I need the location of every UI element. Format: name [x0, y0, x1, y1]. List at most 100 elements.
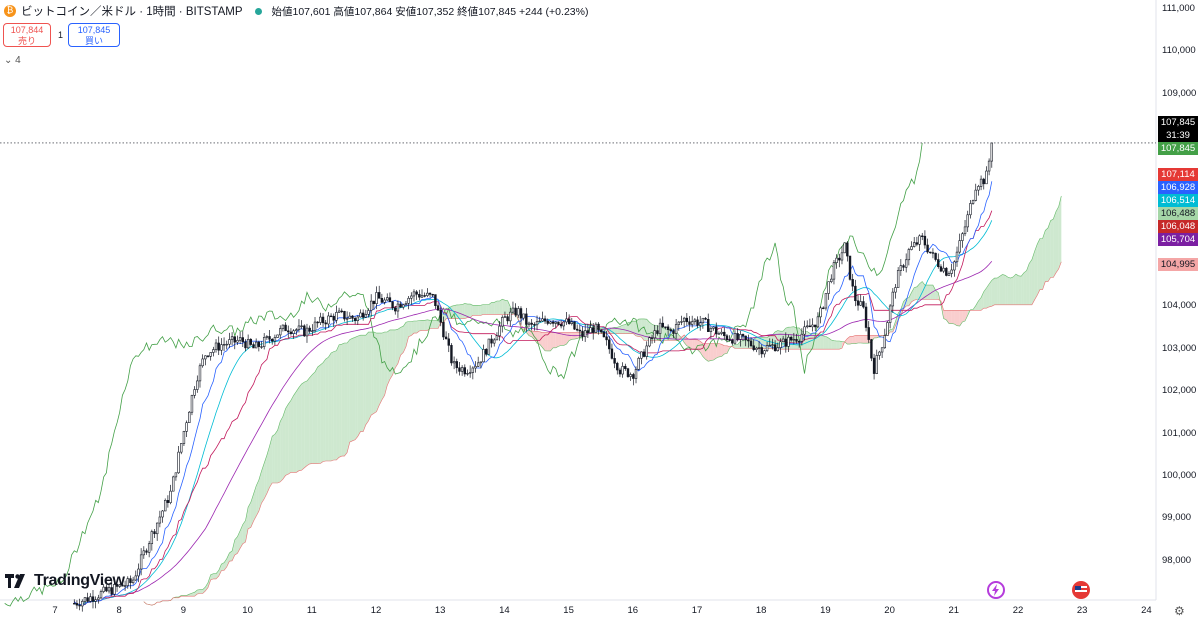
- candle-body: [214, 342, 218, 350]
- ichimoku-cloud-segment: [989, 280, 992, 307]
- ichimoku-cloud-segment: [943, 310, 947, 320]
- candle-body: [931, 252, 935, 254]
- ichimoku-cloud-segment: [1039, 238, 1043, 290]
- ichimoku-cloud-segment: [1023, 270, 1027, 305]
- ichimoku-cloud-segment: [486, 304, 489, 315]
- candle-body: [685, 317, 689, 323]
- candle-body: [969, 203, 972, 216]
- candle-body: [602, 331, 606, 338]
- candle-body: [485, 349, 488, 355]
- ichimoku-cloud-segment: [890, 328, 893, 333]
- candle-body: [447, 338, 450, 346]
- sell-button[interactable]: 107,844 売り: [3, 23, 51, 47]
- ichimoku-cloud-segment: [825, 336, 829, 350]
- ichimoku-cloud-segment: [692, 339, 695, 350]
- us-economic-event-icon[interactable]: [1072, 581, 1090, 599]
- candle-body: [471, 367, 475, 373]
- candle-body: [731, 339, 734, 344]
- ichimoku-cloud-segment: [545, 332, 548, 351]
- ichimoku-cloud-segment: [563, 332, 567, 346]
- candle-body: [158, 516, 162, 524]
- tradingview-logo[interactable]: TradingView: [5, 572, 125, 590]
- ichimoku-cloud-segment: [296, 387, 299, 473]
- lightning-icon[interactable]: [987, 581, 1005, 599]
- bar-countdown: 31:39: [1158, 129, 1198, 142]
- symbol-title[interactable]: ビットコイン／米ドル · 1時間 · BITSTAMP: [21, 6, 243, 18]
- ichimoku-cloud-segment: [844, 338, 848, 345]
- candle-body: [918, 235, 921, 245]
- ichimoku-cloud-segment: [938, 292, 941, 305]
- candle-body: [707, 319, 710, 332]
- candle-body: [792, 338, 796, 341]
- ichimoku-cloud-segment: [922, 281, 925, 300]
- ichimoku-cloud-segment: [617, 326, 620, 334]
- candle-body: [190, 395, 194, 413]
- candle-body: [204, 355, 207, 360]
- candle-body: [814, 324, 817, 328]
- candle-body: [241, 337, 244, 343]
- candle-body: [236, 340, 239, 343]
- candle-body: [541, 318, 544, 322]
- ichimoku-cloud-segment: [1037, 238, 1040, 296]
- candle-body: [966, 214, 969, 228]
- ichimoku-cloud-segment: [288, 400, 291, 475]
- candle-body: [811, 324, 814, 328]
- ichimoku-cloud-segment: [1045, 227, 1048, 282]
- ichimoku-cloud-segment: [205, 582, 209, 592]
- candle-body: [915, 242, 919, 245]
- candle-body: [672, 330, 675, 334]
- candle-body: [939, 266, 943, 272]
- candle-body: [592, 327, 595, 333]
- candle-body: [460, 367, 464, 372]
- candle-body: [929, 251, 932, 254]
- candle-body: [313, 321, 317, 332]
- candle-body: [225, 343, 228, 346]
- ichimoku-cloud-segment: [347, 339, 350, 453]
- candle-body: [188, 411, 191, 423]
- price-tag: 107,114: [1158, 167, 1198, 181]
- candle-body: [252, 344, 255, 349]
- candle-body: [632, 374, 635, 379]
- ichimoku-cloud-segment: [360, 335, 364, 432]
- ichimoku-cloud-segment: [553, 332, 556, 348]
- candle-body: [105, 586, 108, 592]
- ichimoku-cloud-segment: [740, 340, 744, 349]
- candle-body: [254, 341, 258, 349]
- order-quantity[interactable]: 1: [58, 30, 64, 40]
- ichimoku-cloud-segment: [234, 536, 238, 556]
- candle-body: [345, 318, 349, 320]
- candle-body: [904, 259, 908, 268]
- candle-body: [287, 330, 290, 333]
- ichimoku-cloud-segment: [221, 562, 225, 571]
- ichimoku-cloud-segment: [743, 340, 746, 349]
- buy-button[interactable]: 107,845 買い: [68, 23, 120, 47]
- ichimoku-cloud-segment: [242, 520, 246, 544]
- settings-gear-icon[interactable]: ⚙: [1174, 604, 1185, 618]
- candle-body: [295, 329, 298, 332]
- candle-body: [308, 327, 311, 332]
- candle-body: [664, 326, 667, 328]
- candle-body: [760, 347, 763, 355]
- candle-body: [851, 279, 854, 287]
- ichimoku-cloud-segment: [1007, 277, 1011, 305]
- ohlc-values: 始値107,601 高値107,864 安値107,352 終値107,845 …: [271, 5, 589, 18]
- ichimoku-cloud-segment: [282, 408, 286, 480]
- candle-body: [129, 578, 132, 584]
- ichimoku-cloud-segment: [737, 341, 741, 349]
- candle-body: [605, 336, 608, 341]
- candle-body: [824, 293, 828, 309]
- ichimoku-cloud-segment: [831, 340, 834, 350]
- candle-body: [396, 303, 400, 312]
- candle-body: [498, 325, 501, 337]
- ichimoku-cloud-segment: [1050, 219, 1054, 278]
- ichimoku-cloud-segment: [1013, 274, 1016, 305]
- candle-body: [86, 597, 89, 602]
- time-tick-label: 17: [691, 605, 703, 616]
- ichimoku-cloud-segment: [253, 485, 257, 522]
- ichimoku-cloud-segment: [277, 421, 281, 483]
- candle-body: [380, 298, 384, 303]
- indicators-toggle[interactable]: ⌄ 4: [4, 55, 21, 66]
- candle-body: [597, 323, 600, 331]
- ichimoku-cloud-segment: [793, 326, 797, 350]
